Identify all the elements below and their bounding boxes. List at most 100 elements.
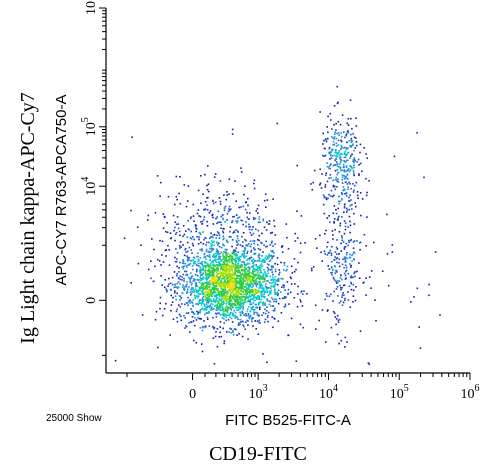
event-dot [334, 269, 337, 272]
event-dot [319, 234, 321, 237]
event-dot [340, 148, 342, 151]
event-dot [150, 277, 152, 280]
event-dot [258, 281, 261, 283]
event-dot [161, 284, 163, 286]
event-dot [353, 173, 355, 175]
event-dot [203, 253, 206, 256]
event-dot [237, 291, 240, 294]
event-dot [227, 256, 229, 258]
event-dot [238, 274, 240, 277]
event-dot [253, 179, 256, 182]
event-dot [251, 279, 253, 281]
event-dot [293, 270, 296, 273]
event-dot [223, 272, 226, 275]
event-dot [175, 223, 178, 226]
event-dot [278, 277, 280, 280]
event-dot [260, 290, 262, 293]
event-dot [255, 289, 258, 291]
event-dot [211, 264, 214, 267]
event-dot [251, 281, 254, 284]
event-dot [234, 328, 237, 331]
event-dot [342, 165, 345, 168]
event-dot [216, 345, 219, 348]
event-dot [230, 328, 233, 330]
event-dot [281, 251, 284, 253]
event-dot [240, 283, 243, 285]
event-dot [178, 271, 180, 273]
event-dot [200, 262, 203, 265]
event-dot [226, 301, 228, 303]
event-dot [331, 271, 333, 274]
event-dot [262, 276, 264, 278]
event-dot [189, 331, 191, 333]
event-dot [194, 260, 197, 263]
event-dot [206, 197, 208, 199]
x-tick-label: 103 [249, 383, 268, 402]
event-dot [213, 280, 215, 282]
event-dot [259, 292, 262, 294]
event-dot [351, 167, 353, 169]
event-dot [332, 277, 335, 280]
event-dot [272, 309, 275, 312]
event-dot [217, 253, 220, 255]
event-dot [262, 289, 265, 291]
event-dot [164, 249, 167, 252]
event-dot [325, 341, 327, 343]
event-dot [259, 267, 262, 270]
event-dot [275, 280, 278, 282]
event-dot [187, 185, 190, 187]
event-dot [211, 213, 214, 216]
event-dot [208, 310, 210, 313]
event-dot [189, 217, 192, 220]
event-dot [262, 304, 264, 306]
event-dot [272, 245, 274, 247]
event-dot [185, 284, 187, 287]
event-dot [271, 271, 273, 273]
event-dot [387, 284, 390, 287]
event-dot [258, 302, 260, 305]
event-dot [190, 287, 193, 289]
event-dot [191, 302, 194, 304]
event-dot [170, 237, 172, 239]
event-dot [249, 231, 252, 234]
event-dot [209, 309, 212, 311]
event-dot [239, 286, 241, 289]
event-dot [347, 168, 350, 170]
event-dot [245, 244, 247, 247]
event-dot [221, 269, 224, 272]
event-dot [222, 289, 225, 292]
event-dot [211, 236, 213, 238]
event-dot [208, 212, 211, 214]
event-dot [368, 276, 371, 278]
event-dot [199, 271, 202, 274]
event-dot [225, 270, 228, 273]
event-dot [274, 276, 277, 278]
event-dot [161, 254, 163, 256]
event-dot [225, 319, 227, 322]
event-dot [215, 297, 218, 299]
event-dot [326, 162, 328, 164]
event-dot [278, 269, 281, 271]
event-dot [206, 255, 208, 257]
event-dot [332, 184, 335, 187]
event-dot [262, 312, 265, 314]
event-dot [193, 324, 196, 327]
event-dot [259, 286, 261, 288]
event-dot [352, 143, 354, 145]
event-dot [227, 306, 230, 309]
event-dot [345, 207, 348, 210]
event-dot [257, 238, 259, 241]
event-dot [216, 299, 218, 301]
event-dot [419, 347, 422, 349]
event-dot [241, 264, 243, 267]
event-dot [345, 148, 348, 150]
event-dot [246, 259, 248, 261]
event-dot [245, 268, 248, 271]
event-dot [231, 313, 234, 316]
event-dot [193, 220, 195, 222]
event-dot [329, 158, 331, 160]
event-dot [347, 152, 349, 154]
event-dot [358, 262, 360, 264]
event-dot [223, 244, 225, 247]
event-dot [212, 298, 215, 301]
